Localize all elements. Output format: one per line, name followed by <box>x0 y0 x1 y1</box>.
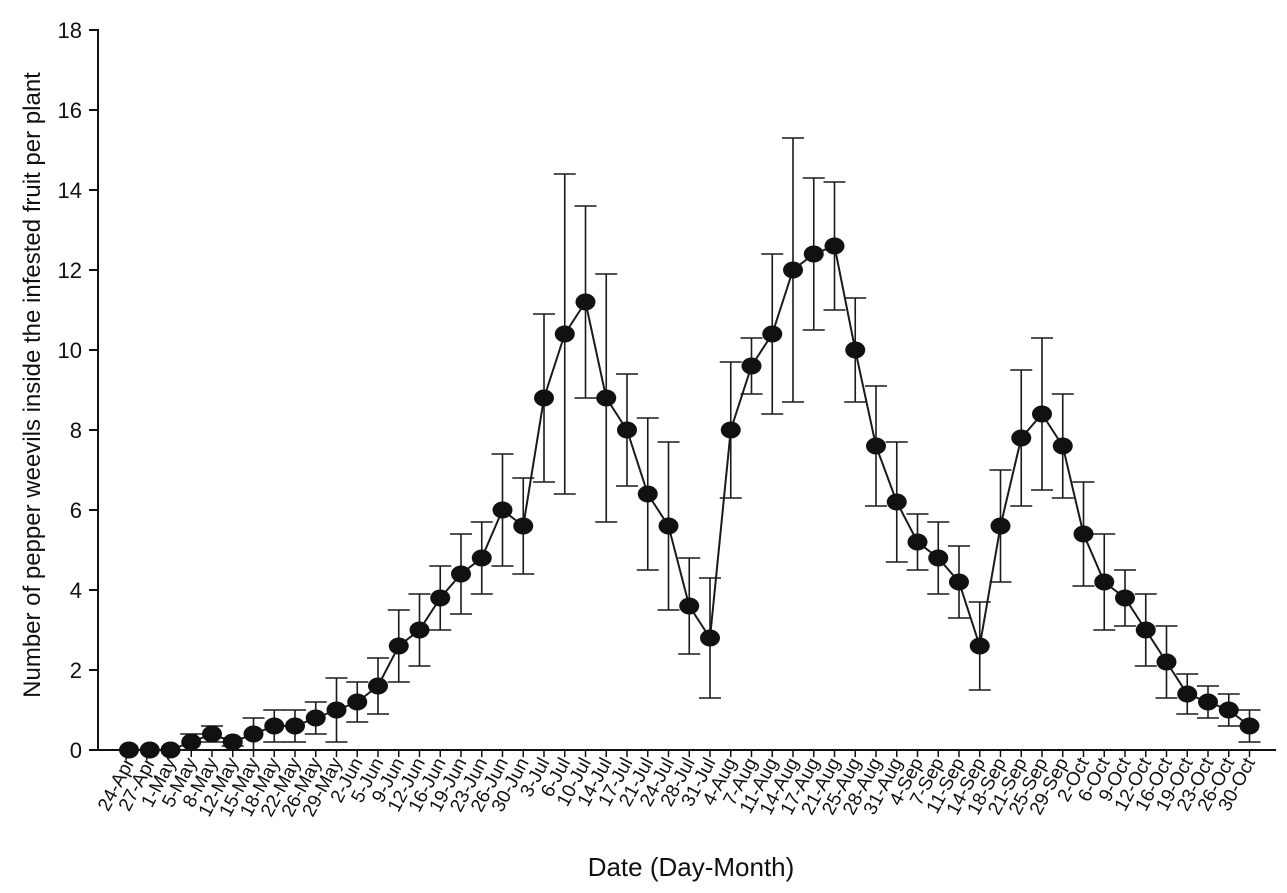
y-ticks: 0 2 4 6 8 10 12 14 16 18 <box>58 18 98 763</box>
data-point <box>1135 621 1156 639</box>
data-point <box>824 237 845 255</box>
data-point <box>264 717 285 735</box>
data-point <box>409 621 430 639</box>
data-point <box>1052 437 1073 455</box>
data-point <box>430 589 451 607</box>
y-tick-label: 18 <box>58 18 82 43</box>
y-tick-label: 16 <box>58 98 82 123</box>
data-point <box>762 325 783 343</box>
data-point <box>783 261 803 279</box>
data-point <box>1073 525 1094 543</box>
data-point <box>1094 573 1115 591</box>
data-point <box>1218 701 1239 719</box>
data-point <box>554 325 575 343</box>
data-point <box>388 637 409 655</box>
data-point <box>119 741 139 759</box>
data-point <box>720 421 741 439</box>
data-point <box>513 517 534 535</box>
data-point <box>347 693 368 711</box>
series-line <box>129 244 1251 751</box>
data-point <box>700 629 720 647</box>
axes <box>97 29 1276 751</box>
data-point <box>222 733 243 751</box>
data-point <box>1177 685 1198 703</box>
data-point <box>658 517 679 535</box>
data-point <box>1115 589 1135 607</box>
data-point <box>1156 653 1177 671</box>
y-tick-label: 10 <box>58 338 82 363</box>
y-tick-label: 14 <box>58 178 82 203</box>
data-point <box>181 733 202 751</box>
data-point <box>1239 717 1260 735</box>
y-tick-label: 2 <box>70 658 82 683</box>
data-point <box>617 421 637 439</box>
data-point <box>202 725 222 743</box>
data-point <box>305 709 326 727</box>
data-point <box>1011 429 1032 447</box>
data-point <box>803 245 824 263</box>
data-point <box>1198 693 1218 711</box>
data-point <box>451 565 471 583</box>
y-axis-label: Number of pepper weevils inside the infe… <box>19 72 46 698</box>
data-point <box>1032 405 1052 423</box>
data-points <box>119 237 1260 759</box>
y-tick-label: 4 <box>70 578 82 603</box>
data-point <box>741 357 762 375</box>
data-point <box>637 485 658 503</box>
data-point <box>907 533 928 551</box>
data-point <box>160 741 181 759</box>
data-point <box>575 293 596 311</box>
data-point <box>285 717 305 735</box>
data-point <box>679 597 700 615</box>
y-tick-label: 0 <box>70 738 82 763</box>
y-tick-label: 8 <box>70 418 82 443</box>
data-point <box>845 341 866 359</box>
data-point <box>471 549 492 567</box>
y-tick-label: 12 <box>58 258 82 283</box>
data-point <box>492 501 513 519</box>
data-point <box>139 741 160 759</box>
data-point <box>866 437 886 455</box>
data-point <box>990 517 1011 535</box>
data-point <box>969 637 990 655</box>
data-point <box>928 549 949 567</box>
x-axis-label: Date (Day-Month) <box>588 852 795 882</box>
series-line-group <box>129 244 1251 751</box>
data-point <box>534 389 554 407</box>
data-point <box>949 573 969 591</box>
data-point <box>368 677 388 695</box>
error-bars <box>180 137 1261 751</box>
x-ticks: 24-Apr27-Apr1-May5-May8-May12-May15-May1… <box>94 750 1260 820</box>
data-point <box>326 701 347 719</box>
data-point <box>243 725 264 743</box>
data-point <box>886 493 907 511</box>
y-tick-label: 6 <box>70 498 82 523</box>
data-point <box>596 389 617 407</box>
